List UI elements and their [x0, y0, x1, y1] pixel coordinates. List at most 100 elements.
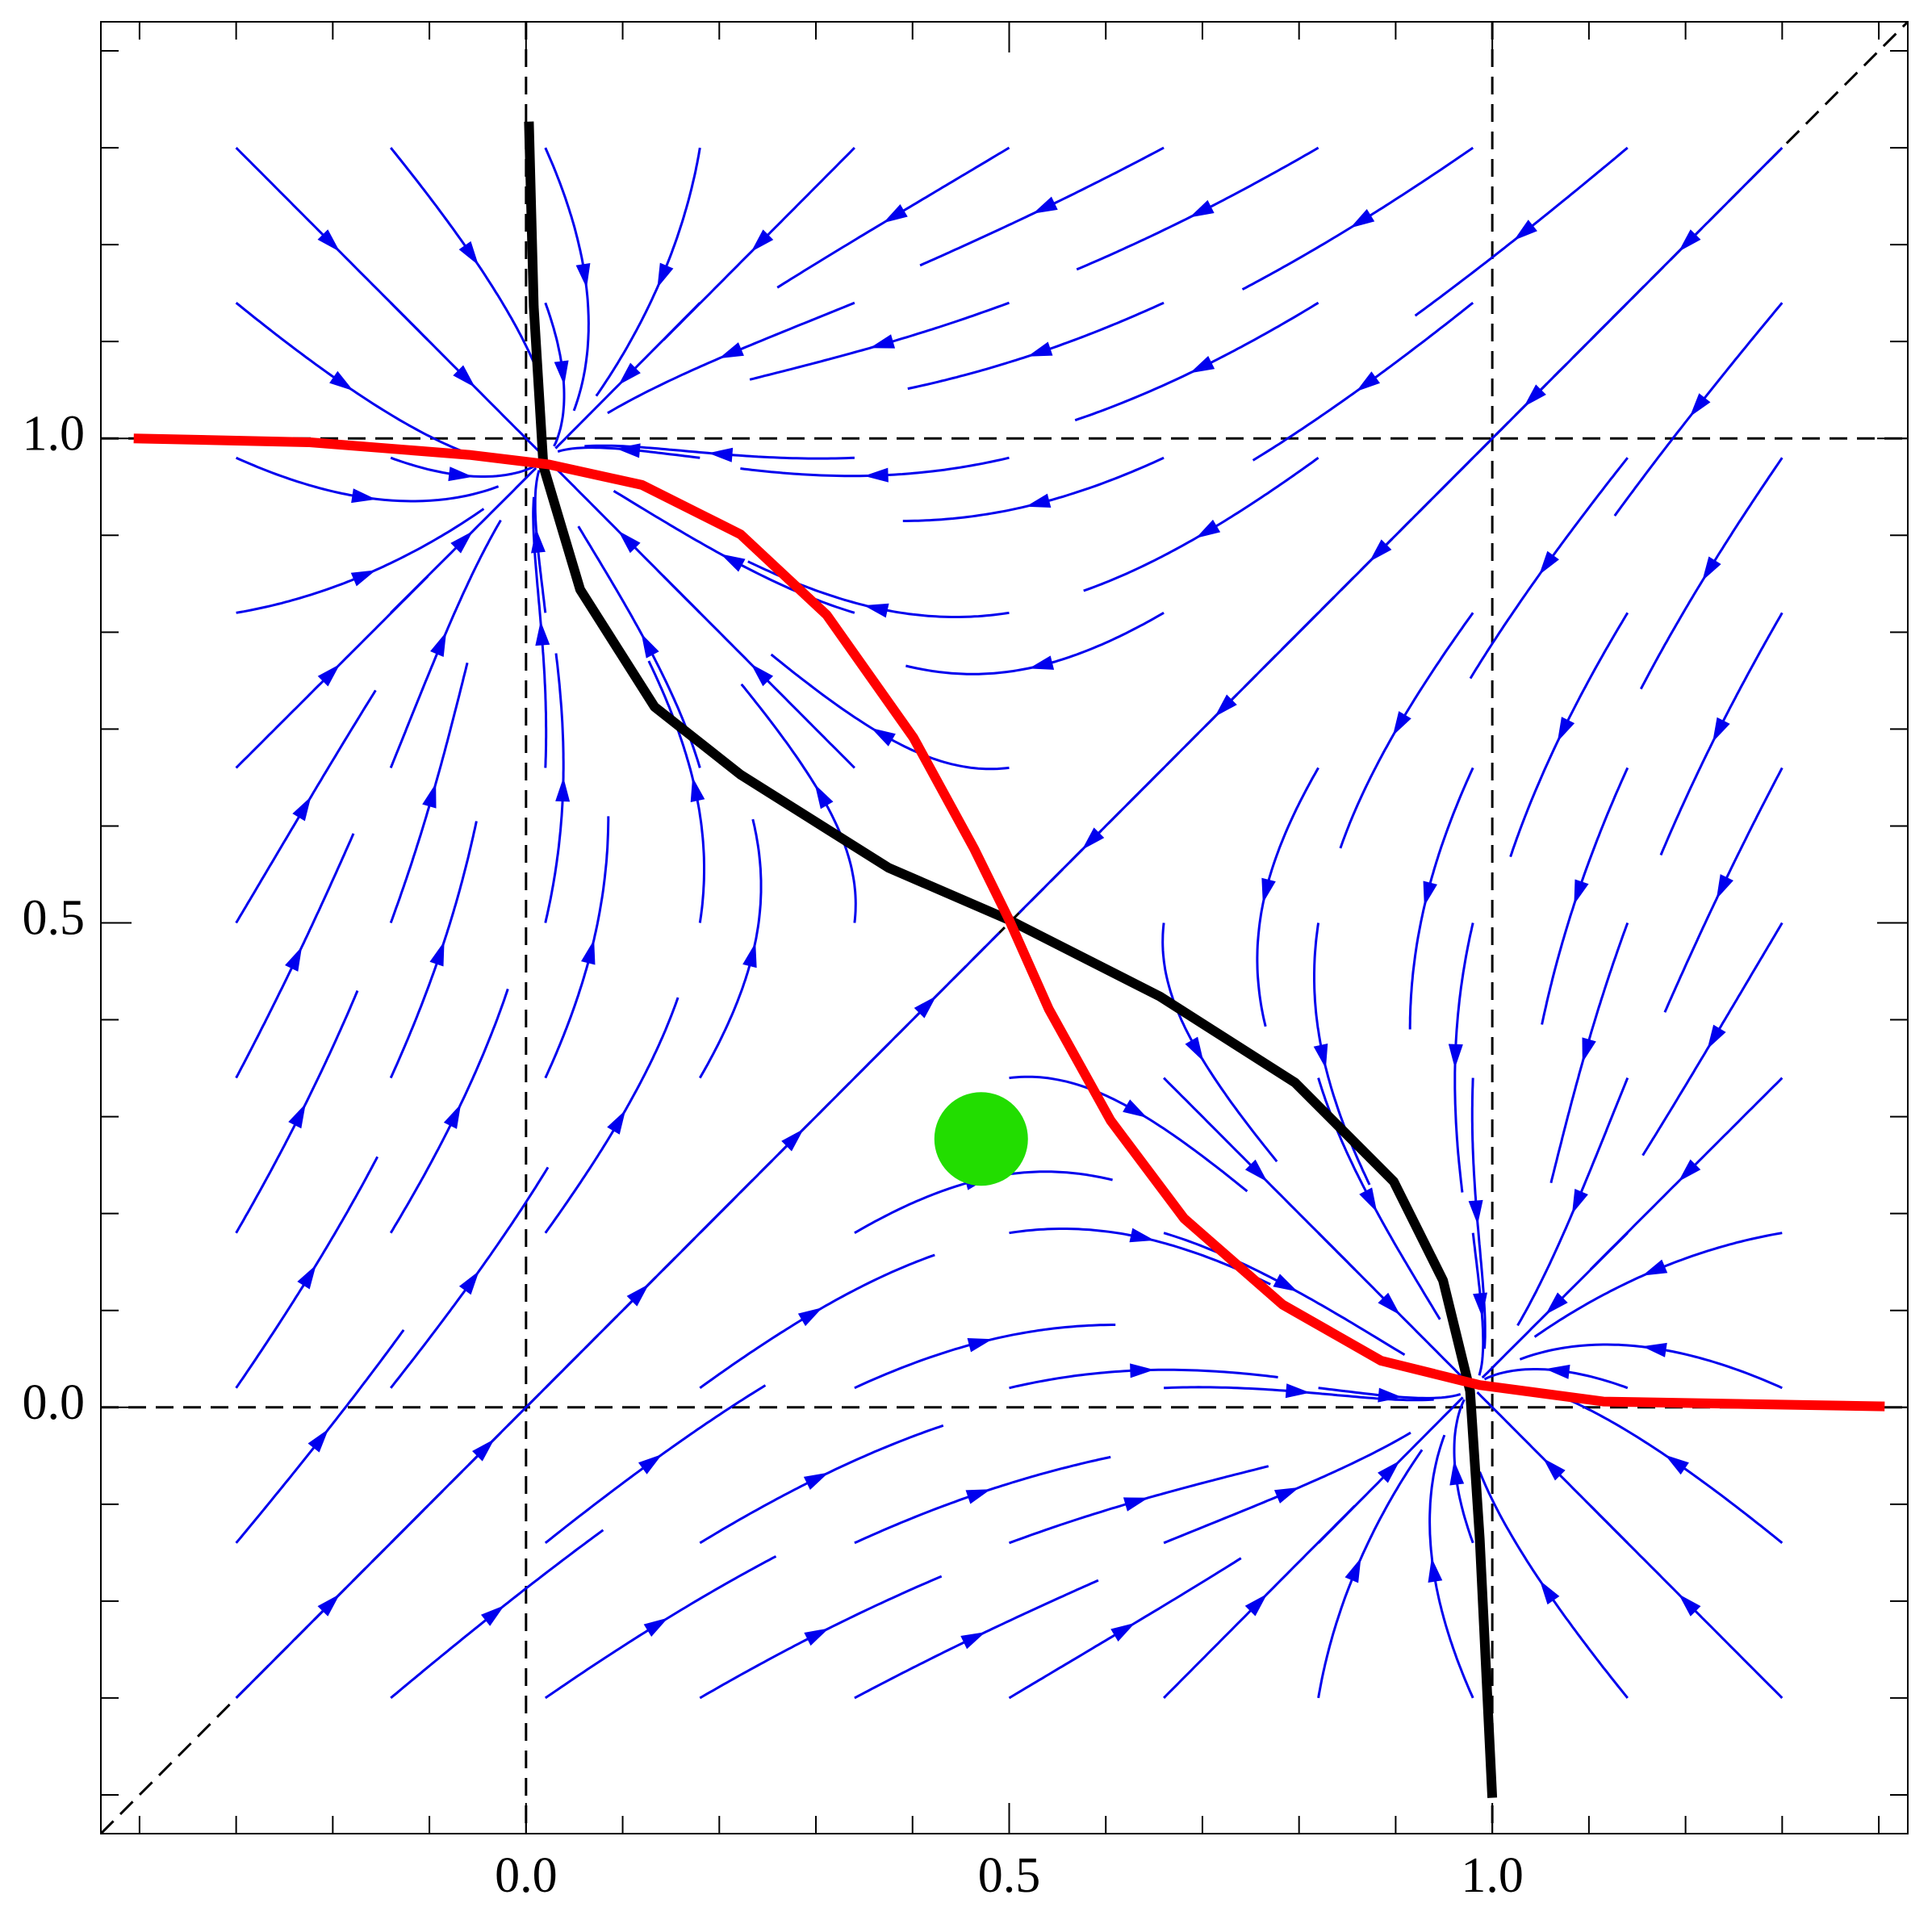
stream-arrow — [555, 777, 571, 802]
stream-arrow — [350, 570, 376, 587]
stream-arrow — [1313, 1043, 1328, 1069]
streamline — [749, 301, 1010, 381]
stream-arrow — [618, 530, 641, 554]
stream-arrow — [803, 1472, 829, 1490]
streamline — [699, 1424, 944, 1545]
point — [934, 1092, 1028, 1186]
streamline — [613, 490, 855, 614]
stream-arrow — [1378, 1460, 1400, 1483]
stream-arrow — [1423, 881, 1437, 906]
stream-arrow — [1716, 874, 1733, 900]
stream-arrow — [1689, 393, 1711, 417]
streamline — [1533, 1232, 1783, 1338]
stream-arrow — [422, 783, 437, 809]
streamline — [235, 1156, 379, 1389]
streamline — [902, 456, 1165, 522]
streamline — [1519, 1343, 1783, 1390]
streamline — [544, 147, 590, 412]
streamline — [595, 147, 701, 397]
stream-arrow — [781, 1128, 804, 1152]
streamline — [1074, 301, 1319, 422]
stream-arrow — [1543, 1458, 1566, 1481]
stream-arrow — [1027, 341, 1053, 357]
stream-arrow — [641, 633, 659, 659]
streamline — [854, 1455, 1111, 1545]
streamline — [1252, 302, 1474, 462]
stream-arrow — [1468, 1199, 1483, 1225]
stream-arrow — [1571, 1188, 1588, 1215]
stream-arrow — [690, 776, 705, 803]
stream-arrow — [864, 467, 889, 483]
streamline — [235, 456, 500, 503]
stream-arrow — [1190, 356, 1215, 374]
stream-arrow — [317, 663, 341, 687]
streamline — [740, 683, 857, 923]
stream-arrow — [453, 365, 475, 388]
stream-arrow — [965, 1489, 991, 1504]
stream-arrow — [615, 443, 641, 458]
stream-arrow — [1185, 1036, 1204, 1062]
stream-arrow — [1428, 1557, 1443, 1583]
streamline — [1317, 1077, 1441, 1320]
stream-arrow — [1026, 493, 1052, 508]
stream-arrow — [535, 621, 550, 646]
stream-arrow — [960, 1632, 986, 1650]
streamline — [235, 302, 462, 453]
stream-arrow — [1582, 1037, 1596, 1063]
stream-arrow — [967, 1337, 993, 1353]
streamline — [389, 662, 469, 924]
stream-arrow — [1028, 655, 1055, 670]
streamline — [390, 1166, 550, 1389]
x-tick-label: 1.0 — [1461, 1848, 1524, 1903]
stream-arrow — [1707, 1024, 1726, 1050]
stream-arrow — [883, 204, 908, 224]
stream-arrow — [1378, 1292, 1400, 1316]
stream-arrow — [1513, 220, 1537, 241]
streamline — [1509, 612, 1629, 858]
stream-arrow — [285, 946, 303, 972]
stream-arrow — [1261, 877, 1276, 904]
stream-arrow — [472, 1439, 495, 1462]
streamline — [699, 1575, 943, 1700]
x-tick-label: 0.5 — [978, 1848, 1041, 1903]
stream-arrow — [1678, 1159, 1701, 1182]
stream-arrow — [317, 229, 341, 252]
streamline — [1317, 1449, 1424, 1699]
stream-arrow — [1123, 1497, 1149, 1512]
curve — [524, 121, 1498, 1798]
stream-arrow — [626, 1283, 650, 1307]
stream-arrow — [643, 1617, 668, 1637]
stream-arrow — [1110, 1622, 1135, 1642]
stream-arrow — [638, 1454, 663, 1475]
stream-arrow — [1189, 199, 1215, 218]
streamline — [1008, 1465, 1269, 1545]
stream-arrow — [864, 603, 889, 618]
stream-arrow — [869, 334, 896, 349]
stream-arrow — [804, 1628, 830, 1646]
stream-arrow — [1273, 1487, 1300, 1504]
stream-arrow — [1032, 196, 1058, 214]
streamline — [1428, 1434, 1474, 1699]
stream-arrow — [554, 360, 569, 386]
stream-arrow — [1473, 1292, 1487, 1318]
y-tick-label: 0.5 — [23, 891, 86, 946]
stream-arrow — [1215, 694, 1237, 717]
stream-arrow — [1244, 1593, 1268, 1617]
stream-arrow — [720, 554, 746, 572]
streamline — [1163, 1232, 1406, 1356]
stream-arrow — [430, 631, 447, 658]
streamline — [1556, 1393, 1784, 1544]
stream-arrow — [429, 941, 445, 967]
stream-arrow — [480, 1605, 505, 1626]
stream-arrow — [751, 663, 774, 687]
stream-arrow — [718, 342, 744, 359]
stream-arrow — [1378, 1387, 1403, 1403]
streamline — [235, 989, 359, 1234]
streamline — [1639, 457, 1784, 690]
stream-arrow — [1665, 1454, 1689, 1475]
stream-arrow — [1369, 539, 1392, 563]
stream-arrow — [1123, 1099, 1148, 1119]
stream-arrow — [1449, 1460, 1465, 1486]
stream-arrow — [1678, 229, 1701, 252]
